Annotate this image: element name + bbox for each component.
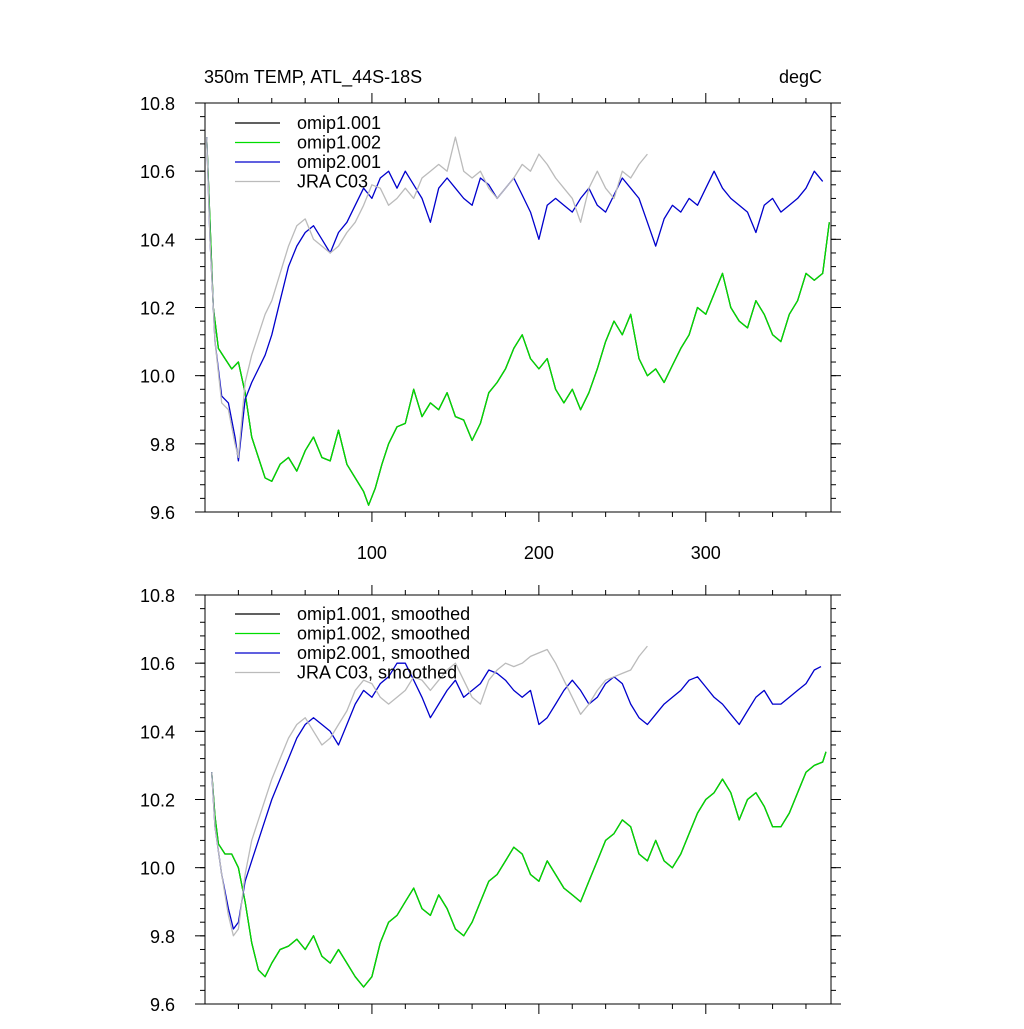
x-tick-label: 100 <box>357 543 387 563</box>
y-tick-label: 10.6 <box>140 654 175 674</box>
y-tick-label: 9.8 <box>150 927 175 947</box>
x-tick-label: 300 <box>691 543 721 563</box>
panel-smoothed: 9.6 9.8 10.0 10.2 10.4 10.6 10.8 omip1.001, sm… <box>140 585 841 1015</box>
legend-label: JRA C03, smoothed <box>297 663 457 683</box>
series-line <box>211 751 827 988</box>
series-line <box>211 645 648 937</box>
legend-label: omip2.001 <box>297 152 381 172</box>
series-line <box>206 136 648 459</box>
y-tick-label: 10.4 <box>140 722 175 742</box>
series-line <box>211 662 822 930</box>
legend-label: omip1.002 <box>297 133 381 153</box>
series-lines <box>211 645 827 988</box>
series-line <box>211 751 827 988</box>
y-tick-label: 10.8 <box>140 94 175 114</box>
legend-label: omip1.001, smoothed <box>297 604 470 624</box>
tick-marks <box>195 93 841 522</box>
series-line <box>206 137 830 506</box>
y-tick-label: 10.0 <box>140 367 175 387</box>
series-lines <box>206 136 830 506</box>
y-tick-label: 9.6 <box>150 995 175 1015</box>
y-tick-label: 10.6 <box>140 162 175 182</box>
y-tick-labels: 9.6 9.8 10.0 10.2 10.4 10.6 10.8 <box>140 586 175 1015</box>
units-label: degC <box>779 67 822 87</box>
y-tick-label: 10.4 <box>140 230 175 250</box>
tick-marks <box>195 585 841 1014</box>
y-tick-label: 10.8 <box>140 586 175 606</box>
y-tick-label: 9.8 <box>150 435 175 455</box>
chart-title: 350m TEMP, ATL_44S-18S <box>204 67 422 88</box>
legend-label: omip2.001, smoothed <box>297 643 470 663</box>
x-tick-label: 200 <box>524 543 554 563</box>
panel-raw: 350m TEMP, ATL_44S-18S degC 9.6 9.8 10.0 10… <box>140 67 841 563</box>
legend-label: omip1.002, smoothed <box>297 624 470 644</box>
y-tick-labels: 9.6 9.8 10.0 10.2 10.4 10.6 10.8 <box>140 94 175 523</box>
y-tick-label: 10.2 <box>140 299 175 319</box>
series-line <box>206 137 830 506</box>
legend-label: omip1.001 <box>297 113 381 133</box>
y-tick-label: 9.6 <box>150 503 175 523</box>
legend-label: JRA C03 <box>297 172 368 192</box>
x-tick-labels: 100 200 300 <box>357 543 721 563</box>
y-tick-label: 10.0 <box>140 859 175 879</box>
y-tick-label: 10.2 <box>140 791 175 811</box>
